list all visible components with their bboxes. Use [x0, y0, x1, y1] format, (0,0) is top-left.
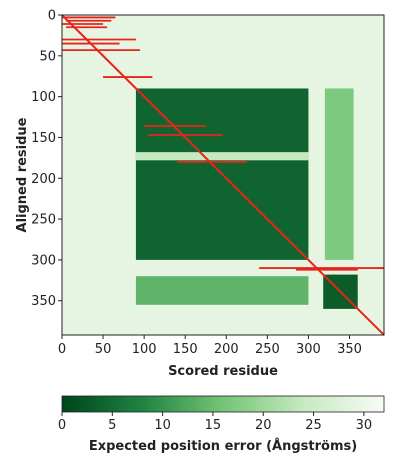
- x-tick-label-200: 200: [214, 342, 239, 357]
- y-tick-label-50: 50: [39, 49, 56, 64]
- x-axis-label: Scored residue: [168, 364, 278, 379]
- diagonal-line: [61, 14, 385, 336]
- colorbar-label: Expected position error (Ångströms): [89, 438, 357, 454]
- x-tick-label-150: 150: [173, 342, 198, 357]
- y-tick-label-300: 300: [31, 253, 56, 268]
- x-tick-label-300: 300: [296, 342, 321, 357]
- plot-frame: [61, 14, 385, 336]
- heatmap-region-3: [324, 88, 354, 260]
- y-tick-label-200: 200: [31, 172, 56, 187]
- colorbar-tick-label-15: 15: [205, 418, 222, 433]
- colorbar-tick-label-20: 20: [255, 418, 272, 433]
- y-tick-label-350: 350: [31, 294, 56, 309]
- heatmap-region-4: [135, 276, 309, 305]
- x-tick-label-50: 50: [95, 342, 112, 357]
- colorbar: [61, 395, 385, 413]
- colorbar-tick-label-25: 25: [305, 418, 322, 433]
- y-axis-label: Aligned residue: [15, 117, 30, 232]
- colorbar-tick-label-10: 10: [154, 418, 171, 433]
- colorbar-ticks: 0 5 10 15 20 25 30: [58, 412, 372, 433]
- y-tick-label-150: 150: [31, 131, 56, 146]
- y-tick-label-0: 0: [48, 9, 56, 24]
- x-axis: 0 50 100 150 200 250 300 350: [58, 335, 362, 357]
- colorbar-tick-label-5: 5: [108, 418, 116, 433]
- alignment-segments: [61, 14, 385, 336]
- x-tick-label-100: 100: [132, 342, 157, 357]
- y-tick-label-100: 100: [31, 90, 56, 105]
- x-tick-label-350: 350: [337, 342, 362, 357]
- y-axis: 0 50 100 150 200 250 300 350: [31, 9, 62, 309]
- colorbar-tick-label-0: 0: [58, 418, 66, 433]
- y-tick-label-250: 250: [31, 213, 56, 228]
- heatmap-region-2: [135, 152, 309, 161]
- colorbar-tick-label-30: 30: [356, 418, 373, 433]
- x-tick-label-250: 250: [255, 342, 280, 357]
- x-tick-label-0: 0: [58, 342, 66, 357]
